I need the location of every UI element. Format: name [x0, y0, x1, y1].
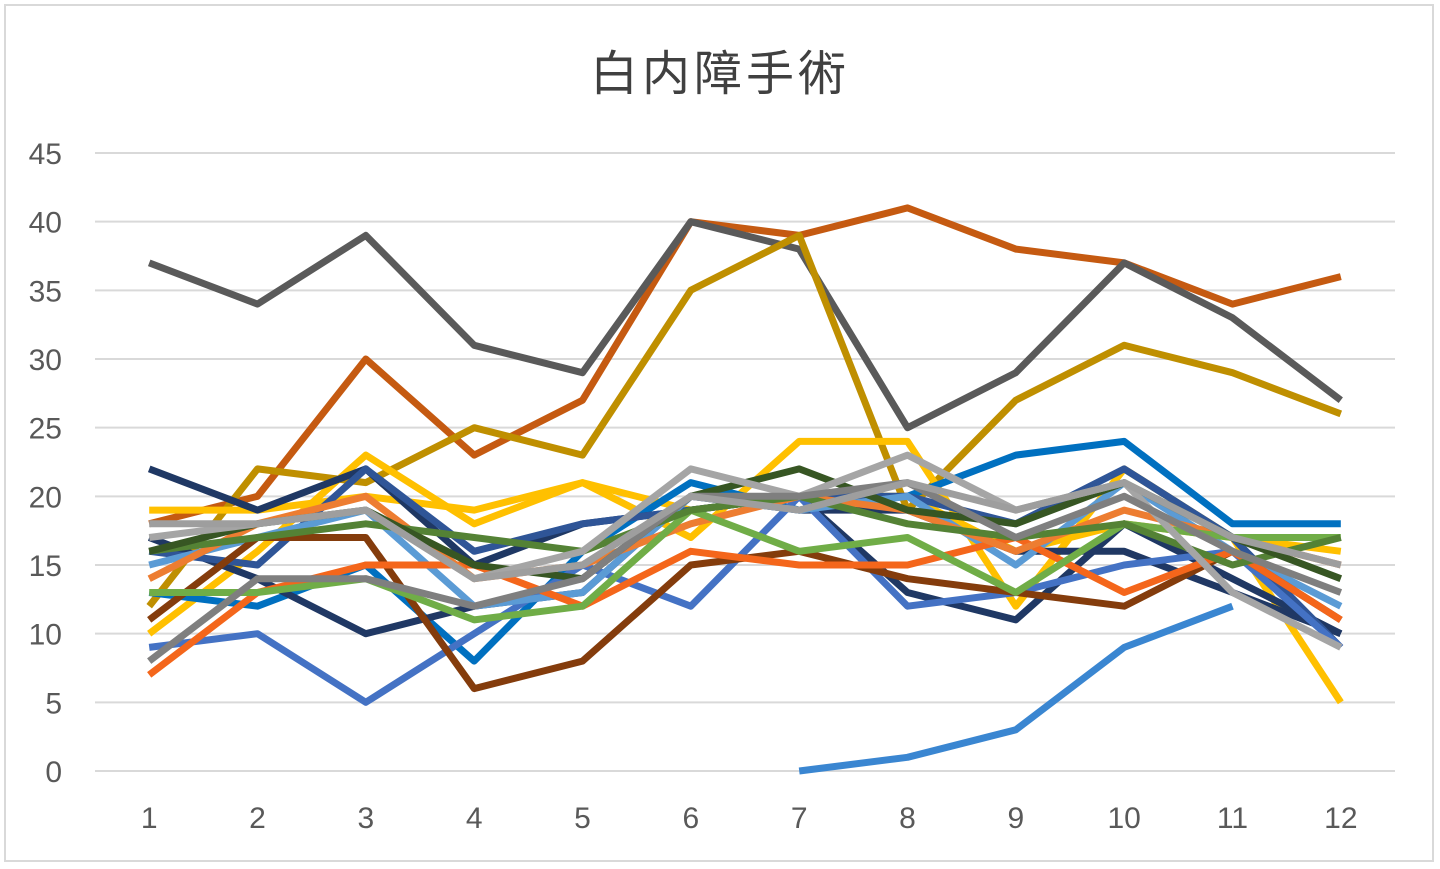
chart-frame	[4, 4, 1434, 862]
x-tick-label: 1	[141, 802, 158, 835]
chart-title: 白内障手術	[589, 46, 850, 102]
y-tick-label: 10	[29, 619, 62, 652]
y-tick-label: 25	[29, 413, 62, 446]
y-tick-label: 40	[29, 207, 62, 240]
x-tick-label: 9	[1007, 802, 1024, 835]
y-tick-label: 20	[29, 481, 62, 514]
x-tick-label: 3	[357, 802, 374, 835]
x-tick-label: 8	[899, 802, 916, 835]
series-line-14	[147, 534, 1343, 678]
series-line-12	[798, 602, 1234, 775]
x-tick-label: 10	[1107, 802, 1140, 835]
x-tick-label: 4	[466, 802, 483, 835]
y-tick-label: 0	[45, 756, 62, 789]
x-tick-label: 2	[249, 802, 266, 835]
y-tick-label: 30	[29, 344, 62, 377]
series-line-15	[147, 492, 1342, 583]
x-tick-label: 5	[574, 802, 591, 835]
y-tick-label: 15	[29, 550, 62, 583]
series-line-20	[147, 479, 1343, 664]
series-line-2	[147, 218, 1343, 432]
y-tick-label: 5	[45, 687, 62, 720]
x-tick-label: 12	[1324, 802, 1357, 835]
y-tick-label: 35	[29, 275, 62, 308]
series-line-21	[149, 479, 1342, 583]
x-tick-label: 11	[1217, 802, 1248, 835]
y-tick-label: 45	[29, 138, 62, 171]
x-tick-label: 6	[682, 802, 699, 835]
x-tick-label: 7	[791, 802, 808, 835]
series-line-10	[148, 492, 1344, 706]
